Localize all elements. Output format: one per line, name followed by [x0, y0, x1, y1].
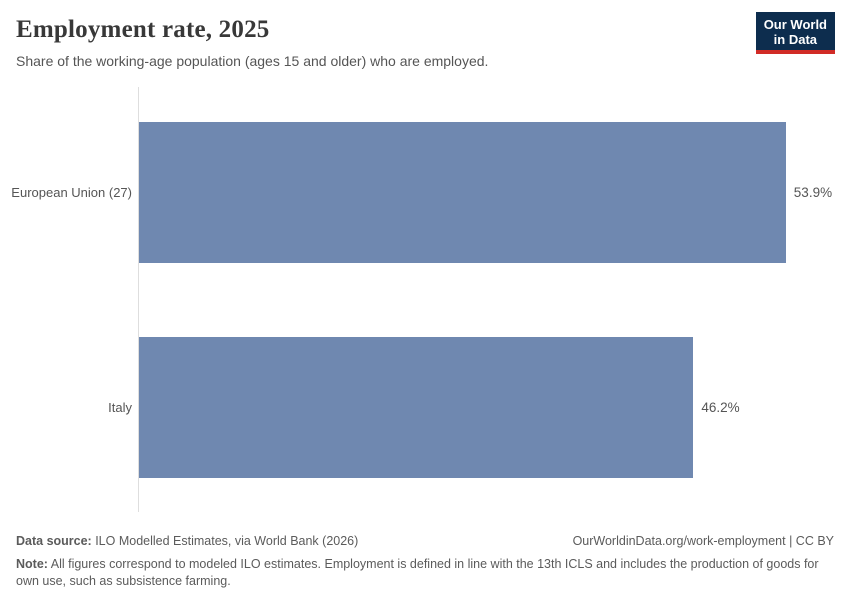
chart-subtitle: Share of the working-age population (age… — [16, 53, 489, 69]
bar[interactable] — [139, 337, 694, 478]
chart-footer: Data source: ILO Modelled Estimates, via… — [16, 533, 834, 589]
owid-logo[interactable]: Our World in Data — [755, 12, 835, 54]
entity-label[interactable]: European Union (27) — [11, 185, 132, 200]
footer-link[interactable]: OurWorldinData.org/work-employment | CC … — [572, 534, 834, 548]
value-label: 53.9% — [793, 185, 833, 200]
value-label: 46.2% — [701, 400, 740, 415]
entity-label[interactable]: Italy — [108, 400, 132, 415]
owid-logo-line2: in Data — [773, 32, 818, 47]
data-source: Data source: ILO Modelled Estimates, via… — [16, 533, 358, 549]
chart-header: Employment rate, 2025 Share of the worki… — [0, 0, 850, 69]
data-source-text: ILO Modelled Estimates, via World Bank (… — [91, 534, 359, 548]
y-axis-line — [138, 87, 139, 512]
footer-note-label: Note: — [16, 557, 48, 572]
footer-sources-row: Data source: ILO Modelled Estimates, via… — [16, 533, 834, 549]
bar-chart: European Union (27) 53.9% Italy 46.2% — [0, 87, 850, 512]
bar-row: 53.9% — [139, 122, 850, 263]
owid-logo-line1: Our World — [763, 17, 827, 32]
bar-row: 46.2% — [139, 337, 850, 478]
data-source-label: Data source: — [16, 534, 92, 548]
footer-note: Note: All figures correspond to modeled … — [16, 556, 834, 589]
footer-note-text: All figures correspond to modeled ILO es… — [16, 557, 819, 588]
bar[interactable] — [139, 122, 786, 263]
page-title: Employment rate, 2025 — [16, 16, 270, 43]
